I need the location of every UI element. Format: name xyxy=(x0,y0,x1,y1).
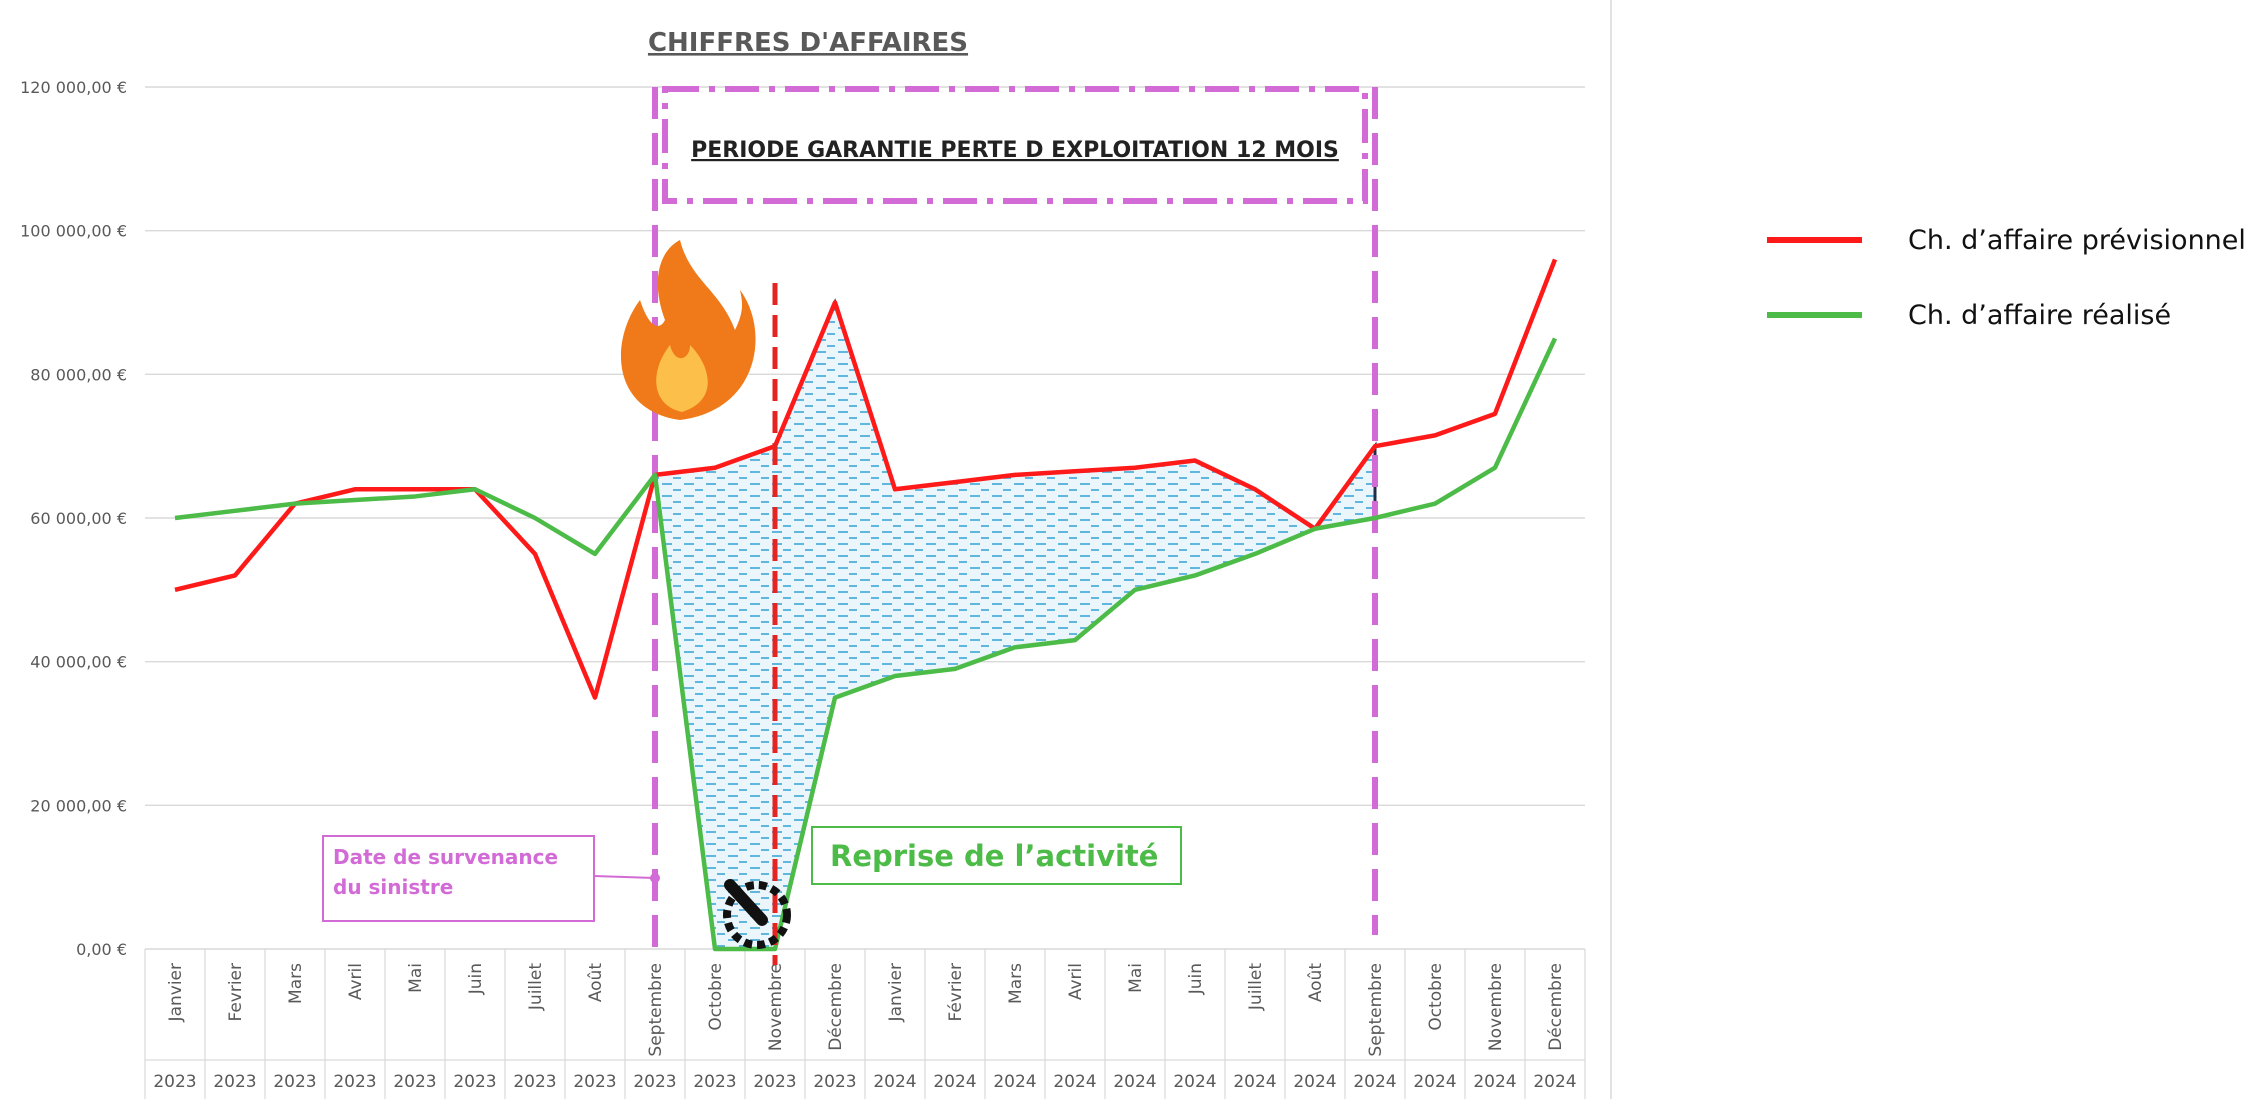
year-label: 2023 xyxy=(693,1072,736,1092)
x-tick-label: Juin xyxy=(466,963,486,995)
x-tick-label: Septembre xyxy=(1366,963,1386,1057)
year-label: 2024 xyxy=(1053,1072,1096,1092)
year-label: 2024 xyxy=(1293,1072,1336,1092)
year-label: 2023 xyxy=(213,1072,256,1092)
x-tick-label: Octobre xyxy=(706,963,726,1031)
year-label: 2024 xyxy=(993,1072,1036,1092)
incident-dot xyxy=(650,873,660,883)
year-label: 2023 xyxy=(633,1072,676,1092)
year-label: 2024 xyxy=(1233,1072,1276,1092)
legend-label: Ch. d’affaire réalisé xyxy=(1908,300,2171,331)
year-label: 2023 xyxy=(813,1072,856,1092)
x-tick-label: Mars xyxy=(286,963,306,1004)
year-label: 2024 xyxy=(1533,1072,1576,1092)
x-tick-label: Juillet xyxy=(526,963,546,1011)
x-tick-label: Septembre xyxy=(646,963,666,1057)
year-label: 2023 xyxy=(513,1072,556,1092)
year-label: 2023 xyxy=(333,1072,376,1092)
x-tick-label: Janvier xyxy=(166,963,186,1022)
x-tick-label: Avril xyxy=(346,963,366,1000)
y-tick-label: 80 000,00 € xyxy=(30,365,127,384)
year-label: 2024 xyxy=(1173,1072,1216,1092)
x-tick-label: Fevrier xyxy=(226,963,246,1022)
x-tick-label: Août xyxy=(1306,963,1326,1003)
x-tick-label: Février xyxy=(946,963,966,1022)
year-label: 2023 xyxy=(753,1072,796,1092)
chart-title: CHIFFRES D'AFFAIRES xyxy=(648,28,968,58)
year-label: 2023 xyxy=(153,1072,196,1092)
x-tick-label: Mars xyxy=(1006,963,1026,1004)
year-label: 2024 xyxy=(1113,1072,1156,1092)
year-label: 2024 xyxy=(933,1072,976,1092)
page: CHIFFRES D'AFFAIRES 0,00 € 20 000,00 € 40 … xyxy=(0,0,2258,1099)
x-tick-label: Mai xyxy=(406,963,426,993)
x-tick-label: Octobre xyxy=(1426,963,1446,1031)
x-tick-label: Mai xyxy=(1126,963,1146,993)
year-label: 2023 xyxy=(273,1072,316,1092)
year-label: 2024 xyxy=(1353,1072,1396,1092)
x-tick-label: Juillet xyxy=(1246,963,1266,1011)
y-tick-label: 100 000,00 € xyxy=(20,222,127,241)
x-tick-label: Novembre xyxy=(1486,963,1506,1051)
y-tick-label: 20 000,00 € xyxy=(30,796,127,815)
x-tick-label: Décembre xyxy=(826,963,846,1051)
year-label: 2024 xyxy=(873,1072,916,1092)
year-label: 2023 xyxy=(393,1072,436,1092)
chart: CHIFFRES D'AFFAIRES 0,00 € 20 000,00 € 40 … xyxy=(0,0,2258,1099)
year-label: 2024 xyxy=(1473,1072,1516,1092)
year-label: 2024 xyxy=(1413,1072,1456,1092)
incident-pointer xyxy=(594,876,655,878)
year-label: 2023 xyxy=(453,1072,496,1092)
y-tick-label: 40 000,00 € xyxy=(30,653,127,672)
y-tick-label: 60 000,00 € xyxy=(30,509,127,528)
x-tick-label: Novembre xyxy=(766,963,786,1051)
x-tick-label: Août xyxy=(586,963,606,1003)
incident-wrap: Date de survenance du sinistre xyxy=(333,842,588,917)
x-tick-label: Avril xyxy=(1066,963,1086,1000)
x-tick-label: Janvier xyxy=(886,963,906,1022)
period-label: PERIODE GARANTIE PERTE D EXPLOITATION 12… xyxy=(691,138,1339,163)
y-tick-label: 0,00 € xyxy=(76,940,127,959)
year-label: 2023 xyxy=(573,1072,616,1092)
y-tick-label: 120 000,00 € xyxy=(20,78,127,97)
incident-label: Date de survenance du sinistre xyxy=(333,842,588,902)
x-tick-label: Juin xyxy=(1186,963,1206,995)
x-tick-label: Décembre xyxy=(1546,963,1566,1051)
legend-label: Ch. d’affaire prévisionnel xyxy=(1908,225,2246,256)
restart-label: Reprise de l’activité xyxy=(830,839,1158,873)
